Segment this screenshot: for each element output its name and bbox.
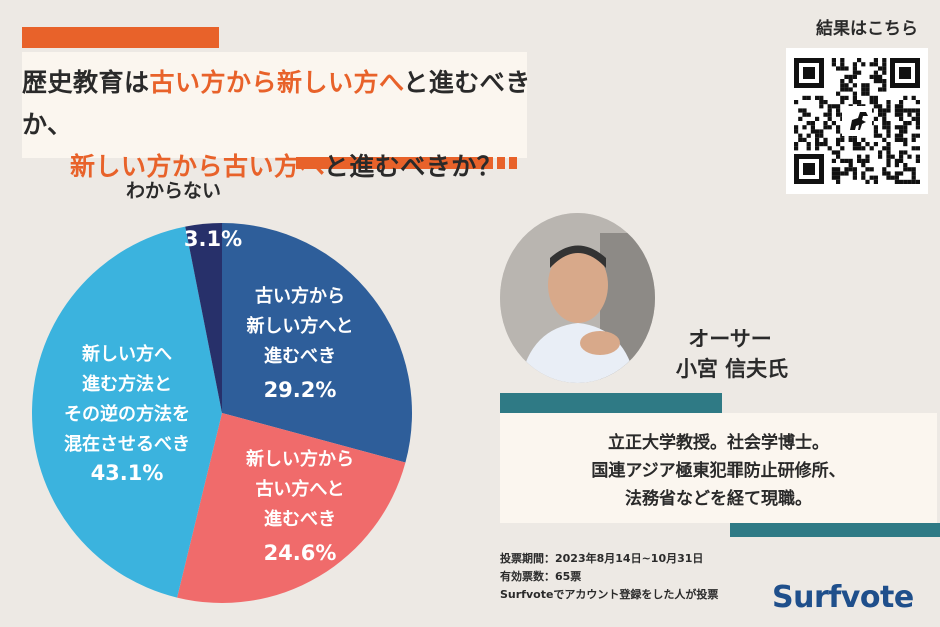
title-accent-bar-bottom: [296, 157, 493, 169]
title-accent-bar: [22, 27, 219, 48]
title-highlight: 古い方から新しい方へ: [149, 68, 404, 97]
author-name: 小宮 信夫氏: [675, 357, 789, 381]
vote-note: Surfvoteでアカウント登録をした人が投票: [500, 588, 719, 601]
pie-slice: [31, 226, 223, 598]
bio-line: 国連アジア極東犯罪防止研修所、: [591, 461, 846, 481]
pie-value-label: 24.6%: [264, 541, 337, 565]
title-text: と進むべきか、: [22, 68, 531, 139]
pie-category-label: 古い方から: [255, 285, 345, 307]
author-photo: [500, 213, 655, 383]
bio-line: 法務省などを経て現職。: [625, 489, 812, 509]
result-label: 結果はこちら: [816, 19, 918, 39]
pie-value-label: 29.2%: [264, 378, 337, 402]
page-title: 歴史教育は古い方から新しい方へと進むべきか、 新しい方から古い方へと進むべきか？: [22, 62, 570, 188]
qr-code-icon: [794, 58, 920, 184]
title-accent-dot: [509, 157, 517, 169]
bio-accent-bar-bottom: [730, 523, 940, 537]
bio-accent-bar: [500, 393, 722, 413]
title-box: [22, 52, 527, 158]
pie-category-label: 混在させるべき: [64, 433, 190, 455]
title-text: 歴史教育は: [22, 68, 150, 97]
pie-category-label: その逆の方法を: [64, 403, 190, 425]
pie-category-label: 進むべき: [264, 508, 336, 530]
surfvote-logo[interactable]: Surfvote: [772, 580, 914, 615]
pie-category-label: 古い方へと: [255, 478, 344, 500]
qr-code[interactable]: [786, 48, 928, 194]
pie-value-label: 43.1%: [91, 461, 164, 485]
title-highlight: 新しい方から古い方へ: [70, 152, 324, 181]
pie-slice: [222, 223, 413, 463]
pie-category-label: 進む方法と: [82, 373, 172, 395]
bio-line: 立正大学教授。社会学博士。: [608, 433, 829, 453]
pie-category-label: 新しい方へと: [246, 315, 353, 337]
pie-label-unknown: わからない: [126, 180, 222, 202]
pie-chart: 古い方から新しい方へと進むべき29.2%新しい方から古い方へと進むべき24.6%…: [31, 223, 413, 603]
pie-category-label: 進むべき: [264, 345, 336, 367]
pie-value-label: 3.1%: [184, 227, 242, 251]
pie-slice: [177, 413, 406, 603]
pie-slice: [185, 223, 222, 413]
vote-period: 投票期間：2023年8月14日~10月31日: [500, 552, 704, 565]
title-text: と進むべきか？: [323, 152, 503, 181]
author-role: オーサー: [688, 327, 772, 351]
title-accent-dot: [497, 157, 505, 169]
bio-box: [500, 413, 937, 523]
pie-category-label: 新しい方から: [246, 448, 354, 470]
pie-category-label: 新しい方へ: [82, 343, 172, 365]
vote-count: 有効票数：65票: [500, 570, 582, 583]
